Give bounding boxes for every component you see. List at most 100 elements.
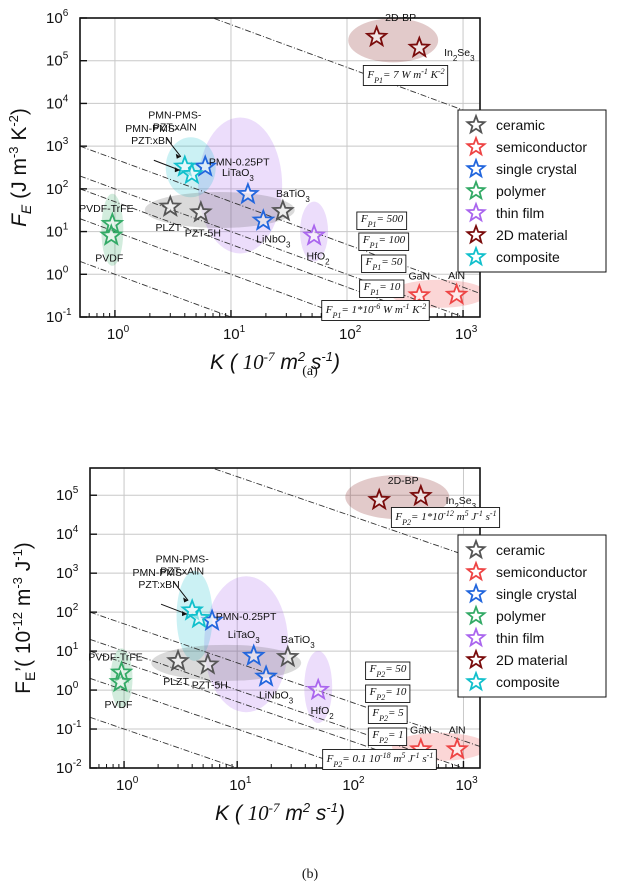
data-point <box>408 483 433 507</box>
y-tick-label: 10-2 <box>56 758 82 777</box>
point-label: GaN <box>410 724 432 736</box>
y-tick-label: 102 <box>56 602 79 621</box>
point-label: In2Se3 <box>446 495 477 511</box>
legend-entry: composite <box>496 674 560 690</box>
data-point <box>195 652 220 675</box>
panel-caption: (b) <box>302 867 319 882</box>
x-tick-label: 100 <box>107 324 130 343</box>
iso-line-text: FP1= 1*10-6 W m-1 K-2 <box>325 302 427 320</box>
legend-entry: polymer <box>496 183 546 199</box>
data-point <box>187 605 211 629</box>
iso-line-label: FP1= 7 W m-1 K-2 <box>362 65 449 86</box>
iso-line-label: FP2= 0.1 10-18 m5 J-1 s-1 <box>322 749 437 770</box>
iso-line-label: FP2= 1*10-12 m5 J-1 s-1 <box>390 507 501 528</box>
legend-marker <box>465 560 487 582</box>
iso-line-label: FP2= 50 <box>365 661 411 680</box>
iso-line <box>211 18 480 117</box>
legend-box <box>457 534 607 698</box>
point-label: LiNbO3 <box>256 234 291 250</box>
iso-line-label: FP1= 1*10-6 W m-1 K-2 <box>321 300 430 321</box>
y-tick-label: 103 <box>46 136 69 155</box>
point-label: GaN <box>409 270 431 282</box>
panel-caption: (a) <box>302 364 318 379</box>
data-point <box>251 208 276 231</box>
data-point <box>99 223 124 246</box>
legend-marker <box>465 179 487 201</box>
y-tick-label: 101 <box>56 641 79 660</box>
iso-line-text: FP2= 10 <box>369 686 407 702</box>
x-tick-label: 103 <box>455 324 478 343</box>
point-label: BaTiO3 <box>281 634 315 650</box>
data-point <box>306 677 331 701</box>
point-label: PMN-0.25PT <box>216 611 277 623</box>
data-point <box>179 161 204 185</box>
legend-entry: semiconductor <box>496 139 587 155</box>
iso-line-box <box>367 727 408 746</box>
legend-box <box>457 109 607 273</box>
data-point <box>254 664 279 687</box>
x-tick-label: 101 <box>229 775 252 794</box>
point-label: AlN <box>448 270 465 282</box>
point-label: BaTiO3 <box>276 188 310 204</box>
y-tick-label: 104 <box>46 93 69 112</box>
legend-entry: ceramic <box>496 542 545 558</box>
iso-line-label: FP2= 5 <box>367 705 408 724</box>
iso-line-box <box>322 749 437 770</box>
iso-line-label: FP1= 50 <box>361 254 407 273</box>
y-tick-label: 106 <box>46 8 69 27</box>
point-label: HfO2 <box>306 251 330 267</box>
x-axis-title: K ( 10-7 m2 s-1) <box>215 800 345 825</box>
iso-line-label: FP1= 100 <box>358 232 410 251</box>
point-label: PZT-5H <box>185 227 221 239</box>
iso-line-box <box>367 705 408 724</box>
legend-marker <box>465 157 487 179</box>
point-label: PVDF-TrFE <box>79 203 133 215</box>
legend-marker <box>465 538 487 560</box>
y-tick-label: 100 <box>56 680 79 699</box>
chart-panel-1: 100 101 102 103 10-2 10-1 100 101 102 103 104 105 PL… <box>10 467 607 882</box>
legend-marker <box>465 626 487 648</box>
legend-marker <box>465 245 487 267</box>
x-tick-label: 102 <box>342 775 365 794</box>
data-point <box>367 487 392 511</box>
iso-line <box>90 611 480 747</box>
point-label: AlN <box>449 724 466 736</box>
x-tick-label: 103 <box>455 775 478 794</box>
y-tick-label: 105 <box>56 485 79 504</box>
point-label: 2D-BP <box>385 12 416 24</box>
iso-line-text: FP1= 10 <box>363 281 401 297</box>
iso-line-box <box>390 507 501 528</box>
point-label: LiTaO3 <box>228 629 260 645</box>
legend: ceramic semiconductor single crystal polyme… <box>457 109 607 273</box>
iso-line <box>90 716 239 768</box>
y-tick-label: 105 <box>46 51 69 70</box>
y-axis-title: FE (J m-3 K-2) <box>6 108 34 227</box>
y-tick-label: 102 <box>46 179 69 198</box>
y-tick-label: 103 <box>56 563 79 582</box>
data-point <box>158 194 183 217</box>
data-point <box>270 198 295 222</box>
arrow-head <box>174 167 180 173</box>
legend: ceramic semiconductor single crystal polyme… <box>457 534 607 698</box>
iso-line <box>80 175 465 317</box>
x-axis-title: K ( 10-7 m2 s-1) <box>210 349 340 374</box>
legend-entry: 2D material <box>496 652 568 668</box>
iso-line-box <box>365 661 411 680</box>
point-label: LiTaO3 <box>222 167 254 183</box>
data-point <box>302 223 327 246</box>
y-tick-label: 101 <box>46 222 69 241</box>
iso-line-box <box>356 211 408 230</box>
point-label: 2D-BP <box>388 475 419 487</box>
iso-line <box>90 677 352 768</box>
iso-line-text: FP2= 1*10-12 m5 J-1 s-1 <box>394 509 496 527</box>
point-label: PVDF <box>104 699 132 711</box>
iso-line-box <box>321 300 430 321</box>
point-label: PMN-0.25PT <box>209 157 270 169</box>
iso-line-text: FP1= 100 <box>362 234 406 250</box>
annotation-arrow <box>173 582 189 601</box>
iso-line-label: FP1= 500 <box>356 211 408 230</box>
iso-line <box>80 218 349 317</box>
y-tick-label: 100 <box>46 264 69 283</box>
legend-entry: semiconductor <box>496 564 587 580</box>
